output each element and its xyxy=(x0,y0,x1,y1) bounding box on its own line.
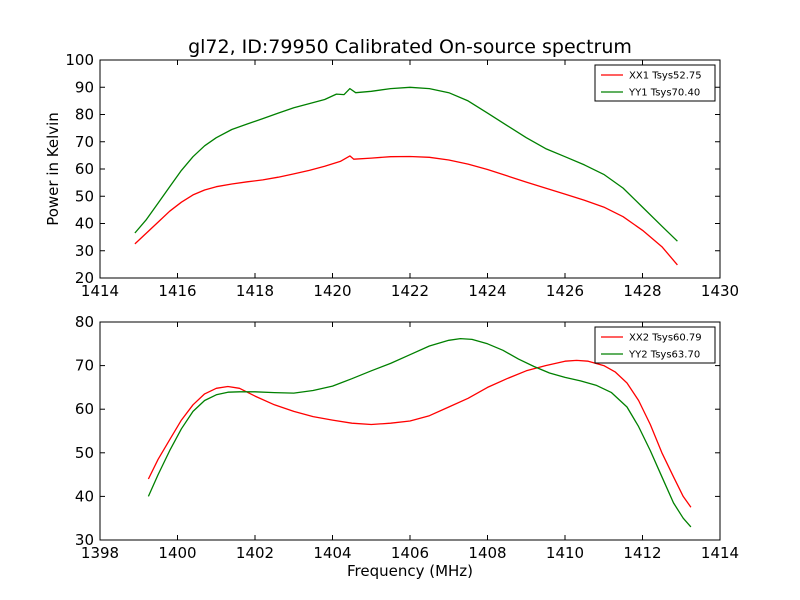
x-tick-label: 1430 xyxy=(701,282,739,300)
x-tick-label: 1426 xyxy=(546,282,584,300)
series-line-xx1 xyxy=(134,155,678,266)
y-tick-label: 70 xyxy=(75,133,94,151)
x-tick-label: 1402 xyxy=(236,544,274,562)
y-tick-label: 60 xyxy=(75,400,94,418)
y-tick-label: 100 xyxy=(65,51,94,69)
y-tick-label: 50 xyxy=(75,444,94,462)
x-tick-label: 1412 xyxy=(623,544,661,562)
top-plot: 1414 1416 1418 1420 1422 1424 1426 1428 1430 20 30… xyxy=(65,51,739,300)
legend xyxy=(594,64,716,102)
bottom-plot: 1398 1400 1402 1404 1406 1408 1410 1412 1414 30 40… xyxy=(75,313,739,562)
x-tick-label: 1398 xyxy=(81,544,119,562)
x-axis-label: Frequency (MHz) xyxy=(347,562,473,580)
legend-label: YY2 Tsys63.70 xyxy=(628,350,700,361)
y-tick-label: 80 xyxy=(75,106,94,124)
y-tick-label: 30 xyxy=(75,531,94,549)
y-tick-label: 70 xyxy=(75,357,94,375)
legend xyxy=(594,326,716,364)
chart-title: gl72, ID:79950 Calibrated On-source spec… xyxy=(188,36,632,58)
x-tick-label: 1408 xyxy=(468,544,506,562)
series-line-xx2 xyxy=(147,359,692,508)
x-tick-label: 1422 xyxy=(391,282,429,300)
x-tick-label: 1406 xyxy=(391,544,429,562)
x-tick-label: 1400 xyxy=(158,544,196,562)
y-tick-label: 60 xyxy=(75,160,94,178)
x-tick-label: 1414 xyxy=(701,544,739,562)
x-tick-label: 1404 xyxy=(313,544,351,562)
legend-label: YY1 Tsys70.40 xyxy=(628,88,700,99)
y-tick-label: 90 xyxy=(75,78,94,96)
legend-label: XX2 Tsys60.79 xyxy=(629,333,702,344)
y-tick-label: 50 xyxy=(75,187,94,205)
series-line-yy2 xyxy=(147,337,692,528)
legend-label: XX1 Tsys52.75 xyxy=(629,71,702,82)
x-tick-label: 1410 xyxy=(546,544,584,562)
x-tick-label: 1418 xyxy=(236,282,274,300)
x-tick-label: 1414 xyxy=(81,282,119,300)
y-axis-label: Power in Kelvin xyxy=(44,112,62,226)
y-tick-label: 20 xyxy=(75,269,94,287)
x-tick-label: 1416 xyxy=(158,282,196,300)
y-tick-label: 30 xyxy=(75,242,94,260)
x-tick-label: 1420 xyxy=(313,282,351,300)
x-tick-label: 1428 xyxy=(623,282,661,300)
y-tick-label: 40 xyxy=(75,215,94,233)
y-tick-label: 40 xyxy=(75,487,94,505)
y-tick-label: 80 xyxy=(75,313,94,331)
x-tick-label: 1424 xyxy=(468,282,506,300)
series-line-yy1 xyxy=(134,86,678,242)
